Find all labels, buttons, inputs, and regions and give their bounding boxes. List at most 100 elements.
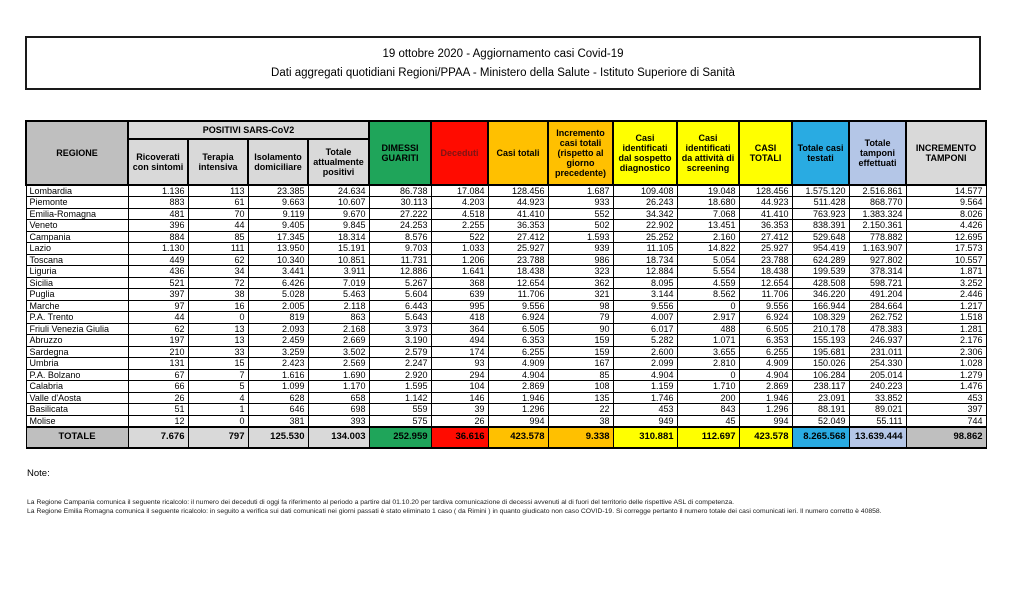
value-cell: 4.904	[612, 368, 678, 381]
value-cell: 9.703	[368, 242, 432, 255]
value-cell: 378.314	[848, 265, 907, 278]
value-cell: 884	[127, 230, 189, 243]
report-subtitle: Dati aggregati quotidiani Regioni/PPAA -…	[271, 66, 735, 79]
table-row: Umbria 131 15 2.423 2.569 2.247 93 4.909 167 2.09…	[25, 357, 987, 370]
value-cell: 2.093	[247, 322, 309, 335]
value-cell: 128.456	[738, 184, 793, 197]
value-cell: 868.770	[848, 196, 907, 209]
value-cell: 150.026	[791, 357, 850, 370]
value-cell: 159	[547, 334, 614, 347]
value-cell: 10.557	[905, 253, 987, 266]
table-row: P.A. Bolzano 67 7 1.616 1.690 2.920 294 4.904 85…	[25, 368, 987, 381]
value-cell: 2.569	[307, 357, 370, 370]
totale-value-cell: 252.959	[368, 425, 432, 449]
totale-value-cell: 112.697	[676, 425, 740, 449]
value-cell: 698	[307, 403, 370, 416]
value-cell: 4.518	[430, 207, 489, 220]
value-cell: 33.852	[848, 391, 907, 404]
value-cell: 27.222	[368, 207, 432, 220]
value-cell: 109.408	[612, 184, 678, 197]
header-deceduti: Deceduti	[430, 120, 490, 186]
value-cell: 3.973	[368, 322, 432, 335]
value-cell: 1.206	[430, 253, 489, 266]
table-body: Lombardia 1.136 113 23.385 24.634 86.738 17.08…	[25, 184, 987, 449]
value-cell: 994	[738, 414, 793, 427]
region-name-cell: Marche	[25, 299, 129, 312]
value-cell: 658	[307, 391, 370, 404]
value-cell: 34	[187, 265, 249, 278]
region-name-cell: Veneto	[25, 219, 129, 232]
value-cell: 79	[547, 311, 614, 324]
table-row: Emilia-Romagna 481 70 9.119 9.670 27.222 4.518…	[25, 207, 987, 220]
region-name-cell: Lombardia	[25, 184, 129, 197]
value-cell: 18.314	[307, 230, 370, 243]
header-totale-casi-testati: Totale casi testati	[791, 120, 851, 186]
value-cell: 36.353	[738, 219, 793, 232]
region-name-cell: P.A. Bolzano	[25, 368, 129, 381]
header-totale-tamponi: Totale tamponi effettuati	[848, 120, 908, 186]
value-cell: 262.752	[848, 311, 907, 324]
value-cell: 51	[127, 403, 189, 416]
value-cell: 38	[547, 414, 614, 427]
totale-value-cell: 310.881	[612, 425, 678, 449]
value-cell: 4.904	[738, 368, 793, 381]
value-cell: 1.130	[127, 242, 189, 255]
table-row: Marche 97 16 2.005 2.118 6.443 995 9.556 98 9.556…	[25, 299, 987, 312]
value-cell: 25.252	[612, 230, 678, 243]
value-cell: 17.573	[905, 242, 987, 255]
value-cell: 6.353	[487, 334, 549, 347]
value-cell: 199.539	[791, 265, 850, 278]
value-cell: 3.502	[307, 345, 370, 358]
value-cell: 2.423	[247, 357, 309, 370]
totale-row: TOTALE 7.676 797 125.530 134.003 252.959 36.61…	[25, 425, 987, 449]
value-cell: 368	[430, 276, 489, 289]
value-cell: 949	[612, 414, 678, 427]
region-name-cell: Abruzzo	[25, 334, 129, 347]
value-cell: 13.950	[247, 242, 309, 255]
value-cell: 108.329	[791, 311, 850, 324]
value-cell: 104	[430, 380, 489, 393]
header-regione: REGIONE	[25, 120, 129, 186]
header-incremento-tamponi: INCREMENTO TAMPONI	[905, 120, 988, 186]
table-row: Campania 884 85 17.345 18.314 8.576 522 27.412 1…	[25, 230, 987, 243]
value-cell: 1.476	[905, 380, 987, 393]
region-name-cell: Sardegna	[25, 345, 129, 358]
value-cell: 5.554	[676, 265, 740, 278]
value-cell: 397	[905, 403, 987, 416]
header-casi-totali: Casi totali	[487, 120, 550, 186]
value-cell: 6.255	[487, 345, 549, 358]
table-row: Puglia 397 38 5.028 5.463 5.604 639 11.706 321 3.…	[25, 288, 987, 301]
value-cell: 1.575.120	[791, 184, 850, 197]
value-cell: 41.410	[738, 207, 793, 220]
region-name-cell: Puglia	[25, 288, 129, 301]
header-ricoverati-sintomi: Ricoverati con sintomi	[127, 138, 189, 186]
value-cell: 3.259	[247, 345, 309, 358]
value-cell: 9.845	[307, 219, 370, 232]
value-cell: 559	[368, 403, 432, 416]
value-cell: 14.577	[905, 184, 987, 197]
value-cell: 6.017	[612, 322, 678, 335]
value-cell: 2.516.861	[848, 184, 907, 197]
value-cell: 639	[430, 288, 489, 301]
value-cell: 393	[307, 414, 370, 427]
value-cell: 13	[187, 334, 249, 347]
value-cell: 26	[127, 391, 189, 404]
value-cell: 1.690	[307, 368, 370, 381]
value-cell: 744	[905, 414, 987, 427]
value-cell: 1.641	[430, 265, 489, 278]
value-cell: 70	[187, 207, 249, 220]
value-cell: 44.923	[738, 196, 793, 209]
totale-value-cell: 13.639.444	[848, 425, 907, 449]
value-cell: 67	[127, 368, 189, 381]
table-row: Veneto 396 44 9.405 9.845 24.253 2.255 36.353 50…	[25, 219, 987, 232]
value-cell: 11.731	[368, 253, 432, 266]
value-cell: 30.113	[368, 196, 432, 209]
value-cell: 284.664	[848, 299, 907, 312]
value-cell: 254.330	[848, 357, 907, 370]
value-cell: 933	[547, 196, 614, 209]
value-cell: 3.252	[905, 276, 987, 289]
value-cell: 18.734	[612, 253, 678, 266]
table-row: Piemonte 883 61 9.663 10.607 30.113 4.203 44.92…	[25, 196, 987, 209]
value-cell: 15.191	[307, 242, 370, 255]
value-cell: 2.600	[612, 345, 678, 358]
